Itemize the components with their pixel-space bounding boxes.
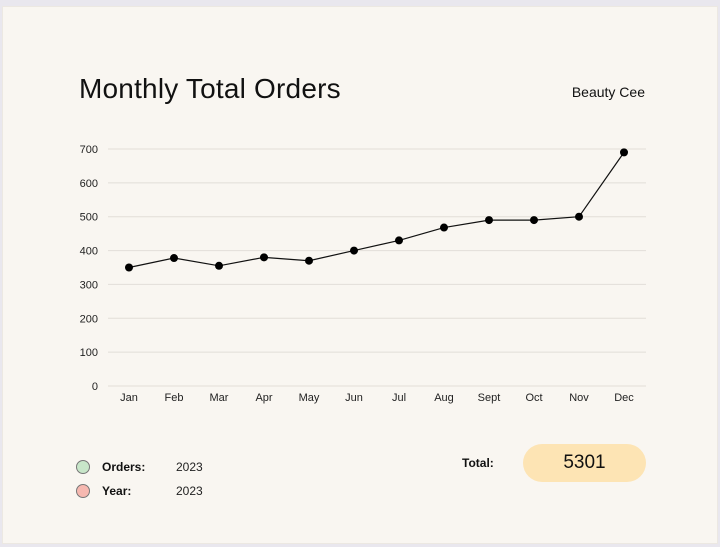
brand-name: Beauty Cee: [571, 84, 645, 100]
orders-color-dot: [76, 460, 90, 474]
total-badge: 5301: [523, 444, 646, 482]
x-tick-label: Sept: [478, 392, 501, 404]
data-point: [125, 263, 133, 272]
series-line: [128, 152, 625, 269]
y-tick-label: 0: [92, 381, 98, 393]
legend-value: 2023: [176, 484, 203, 498]
data-point: [440, 223, 448, 232]
y-tick-label: 200: [80, 313, 98, 325]
x-tick-label: Aug: [434, 392, 454, 404]
chart-card: Monthly Total Orders Beauty Cee: [2, 6, 718, 544]
y-tick-label: 600: [80, 178, 98, 190]
legend-value: 2023: [176, 460, 203, 474]
x-tick-label: Oct: [525, 392, 542, 404]
data-point: [260, 253, 268, 262]
chart-title: Monthly Total Orders: [79, 73, 341, 104]
legend: Orders: 2023 Year: 2023: [76, 455, 203, 503]
data-point: [530, 216, 538, 225]
legend-label: Orders:: [102, 460, 146, 474]
y-tick-label: 400: [80, 246, 98, 258]
y-tick-label: 300: [80, 279, 98, 291]
x-tick-label: Dec: [614, 392, 634, 404]
y-tick-label: 700: [80, 144, 98, 156]
x-tick-label: Feb: [165, 392, 184, 404]
x-tick-label: Nov: [569, 392, 589, 404]
x-tick-label: Jan: [120, 392, 138, 404]
x-tick-label: Jul: [392, 392, 406, 404]
x-tick-label: Mar: [210, 392, 229, 404]
y-tick-label: 100: [80, 347, 98, 359]
y-tick-label: 500: [80, 212, 98, 224]
total-value: 5301: [563, 452, 606, 473]
x-tick-label: May: [299, 392, 320, 404]
data-point: [575, 212, 583, 221]
total-label: Total:: [462, 456, 494, 470]
legend-label: Year:: [102, 484, 132, 498]
data-point: [305, 256, 313, 265]
data-point: [350, 246, 358, 255]
data-point: [215, 261, 223, 270]
x-tick-label: Apr: [255, 392, 272, 404]
year-color-dot: [76, 484, 90, 498]
x-tick-label: Jun: [345, 392, 363, 404]
data-point: [620, 148, 628, 157]
legend-item-year: Year: 2023: [76, 479, 203, 503]
data-point: [485, 216, 493, 225]
data-point: [170, 254, 178, 263]
data-point: [395, 236, 403, 245]
legend-item-orders: Orders: 2023: [76, 455, 203, 479]
